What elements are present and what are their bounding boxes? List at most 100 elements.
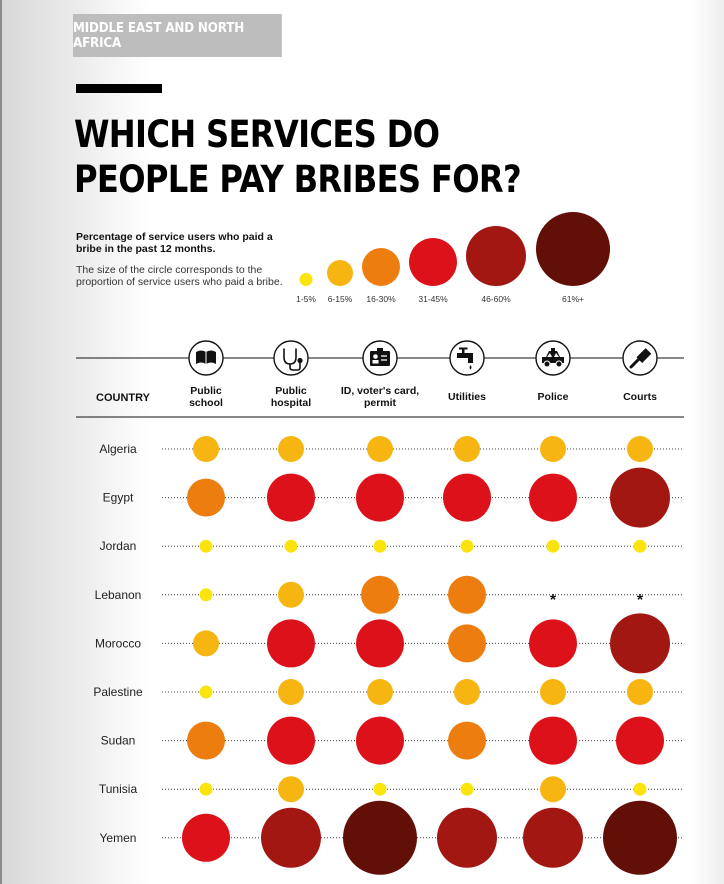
bubble-jordan-police bbox=[546, 539, 560, 553]
police-car-icon bbox=[535, 340, 571, 376]
table-row-algeria: Algeria bbox=[99, 436, 684, 462]
bubble-morocco-public-school bbox=[193, 630, 219, 657]
bubble-algeria-id-voter-s-card-permit bbox=[367, 436, 393, 462]
book-icon bbox=[188, 340, 224, 376]
page-title-line-1: WHICH SERVICES DO bbox=[74, 113, 440, 156]
column-header-public-school: Public school bbox=[189, 385, 223, 409]
bubble-tunisia-courts bbox=[633, 782, 647, 796]
bubble-lebanon-id-voter-s-card-permit bbox=[361, 575, 399, 614]
country-rows: Algeria Egypt Jordan Lebanon * * Morocco Palest… bbox=[93, 436, 684, 875]
table-row-egypt: Egypt bbox=[103, 467, 684, 528]
legend-note: The size of the circle corresponds to th… bbox=[76, 264, 283, 288]
country-label-lebanon: Lebanon bbox=[95, 588, 142, 602]
bubble-tunisia-id-voter-s-card-permit bbox=[373, 782, 387, 796]
bubble-algeria-utilities bbox=[454, 436, 480, 462]
bubble-morocco-police bbox=[529, 619, 577, 668]
stethoscope-icon bbox=[273, 340, 309, 376]
legend-label-level-5: 46-60% bbox=[481, 294, 511, 304]
legend-label-level-4: 31-45% bbox=[418, 294, 448, 304]
table-row-sudan: Sudan bbox=[101, 716, 684, 765]
bubble-jordan-public-school bbox=[199, 539, 213, 553]
legend-circle-level-6 bbox=[536, 212, 610, 286]
bubble-egypt-public-hospital bbox=[267, 473, 315, 522]
column-headers: COUNTRY Public school Public hospital ID, vot… bbox=[96, 385, 657, 409]
country-column-header: COUNTRY bbox=[96, 392, 151, 404]
table-row-morocco: Morocco bbox=[95, 613, 684, 674]
table-row-tunisia: Tunisia bbox=[99, 776, 684, 803]
bubble-palestine-public-hospital bbox=[278, 679, 304, 705]
country-label-egypt: Egypt bbox=[103, 491, 134, 505]
country-label-palestine: Palestine bbox=[93, 685, 143, 699]
bubble-jordan-utilities bbox=[460, 539, 474, 553]
bubble-lebanon-public-school bbox=[199, 588, 213, 602]
bubble-sudan-courts bbox=[616, 716, 664, 765]
bubble-palestine-utilities bbox=[454, 679, 480, 705]
bubble-algeria-public-hospital bbox=[278, 436, 304, 462]
legend-circle-level-4 bbox=[409, 238, 457, 286]
bubble-yemen-police bbox=[523, 807, 583, 868]
column-header-id-voter-s-card-permit: ID, voter's card, permit bbox=[341, 385, 419, 409]
bubble-morocco-utilities bbox=[448, 624, 486, 663]
page-title-line-2: PEOPLE PAY BRIBES FOR? bbox=[74, 158, 522, 201]
bubble-palestine-id-voter-s-card-permit bbox=[367, 679, 393, 705]
table-row-lebanon: Lebanon * * bbox=[95, 575, 684, 614]
table-row-palestine: Palestine bbox=[93, 679, 684, 705]
country-label-jordan: Jordan bbox=[100, 539, 137, 553]
legend-circle-level-2 bbox=[327, 260, 353, 286]
legend-circle-level-3 bbox=[362, 248, 400, 286]
bubble-lebanon-public-hospital bbox=[278, 581, 304, 608]
column-header-courts: Courts bbox=[623, 391, 657, 403]
legend-label-level-1: 1-5% bbox=[296, 294, 316, 304]
bubble-tunisia-public-school bbox=[199, 782, 213, 796]
legend-heading: Percentage of service users who paid a b… bbox=[76, 231, 273, 255]
gavel-icon bbox=[622, 340, 658, 376]
bubble-algeria-police bbox=[540, 436, 566, 462]
bubble-jordan-courts bbox=[633, 539, 647, 553]
bubble-yemen-public-school bbox=[182, 813, 230, 862]
country-label-morocco: Morocco bbox=[95, 636, 141, 650]
column-header-police: Police bbox=[538, 391, 569, 403]
title-accent-bar bbox=[76, 84, 162, 93]
bubble-yemen-utilities bbox=[437, 807, 497, 868]
bubble-tunisia-public-hospital bbox=[278, 776, 304, 803]
country-label-algeria: Algeria bbox=[99, 442, 137, 456]
bubble-egypt-id-voter-s-card-permit bbox=[356, 473, 404, 522]
legend-label-level-3: 16-30% bbox=[366, 294, 396, 304]
legend-label-level-6: 61%+ bbox=[562, 294, 584, 304]
id-card-icon bbox=[362, 340, 398, 376]
bubble-sudan-police bbox=[529, 716, 577, 765]
bubble-tunisia-police bbox=[540, 776, 566, 803]
country-label-yemen: Yemen bbox=[100, 831, 137, 845]
bubble-sudan-id-voter-s-card-permit bbox=[356, 716, 404, 765]
bubble-tunisia-utilities bbox=[460, 782, 474, 796]
bubble-egypt-public-school bbox=[187, 478, 225, 517]
country-label-tunisia: Tunisia bbox=[99, 782, 138, 796]
page-title: WHICH SERVICES DO PEOPLE PAY BRIBES FOR? bbox=[74, 112, 522, 202]
bubble-lebanon-utilities bbox=[448, 575, 486, 614]
bubble-morocco-public-hospital bbox=[267, 619, 315, 668]
bubble-lebanon-courts-no-data: * bbox=[637, 592, 644, 609]
service-icons bbox=[188, 340, 658, 376]
bubble-jordan-id-voter-s-card-permit bbox=[373, 539, 387, 553]
bubble-egypt-police bbox=[529, 473, 577, 522]
bubble-sudan-public-hospital bbox=[267, 716, 315, 765]
bubble-morocco-id-voter-s-card-permit bbox=[356, 619, 404, 668]
bubble-algeria-public-school bbox=[193, 436, 219, 462]
bubble-sudan-public-school bbox=[187, 721, 225, 760]
faucet-icon bbox=[449, 340, 485, 376]
bubble-egypt-courts bbox=[610, 467, 670, 528]
bubble-egypt-utilities bbox=[443, 473, 491, 522]
bubble-morocco-courts bbox=[610, 613, 670, 674]
legend-circle-level-5 bbox=[466, 226, 526, 286]
bubble-palestine-police bbox=[540, 679, 566, 705]
bubble-palestine-public-school bbox=[199, 685, 213, 699]
table-row-yemen: Yemen bbox=[100, 800, 684, 875]
bubble-yemen-public-hospital bbox=[261, 807, 321, 868]
bubble-algeria-courts bbox=[627, 436, 653, 462]
column-header-utilities: Utilities bbox=[448, 391, 486, 403]
region-tag: MIDDLE EAST AND NORTH AFRICA bbox=[73, 14, 282, 57]
table-row-jordan: Jordan bbox=[100, 539, 684, 553]
bubble-lebanon-police-no-data: * bbox=[550, 592, 557, 609]
bubble-palestine-courts bbox=[627, 679, 653, 705]
